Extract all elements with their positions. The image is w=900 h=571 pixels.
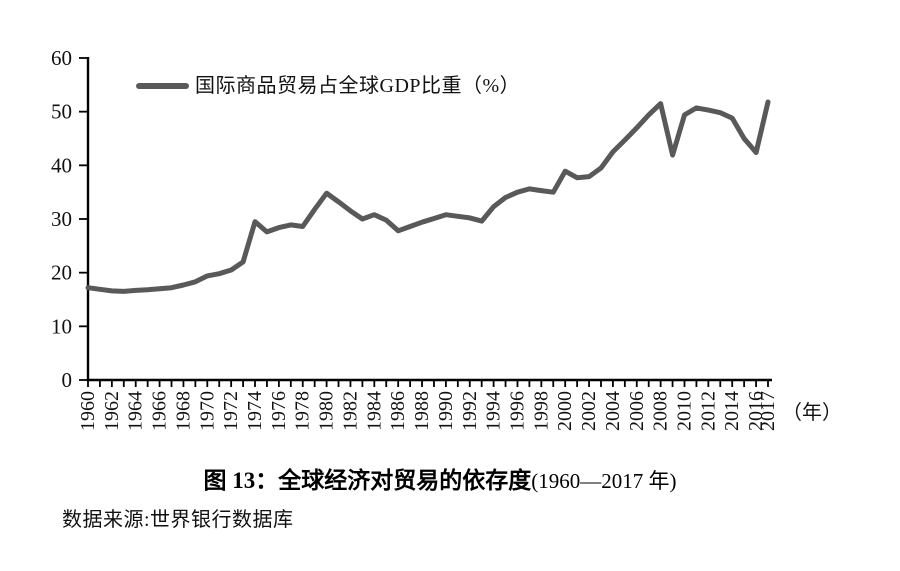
- legend-label: 国际商品贸易占全球GDP比重（%）: [195, 75, 521, 97]
- x-tick-label: 1974: [244, 391, 266, 431]
- y-tick-label: 50: [51, 100, 72, 124]
- y-tick-label: 10: [51, 314, 72, 338]
- x-tick-label: 1978: [292, 391, 314, 431]
- x-tick-label: 1992: [459, 391, 481, 431]
- series-layer: [85, 99, 771, 294]
- x-tick-label: 2012: [697, 391, 719, 431]
- figure-caption-title: 图 13：全球经济对贸易的依存度: [203, 468, 532, 493]
- x-tick-label: 1962: [101, 391, 123, 431]
- x-tick-label: 1998: [530, 391, 552, 431]
- x-tick-label: 1988: [411, 391, 433, 431]
- x-tick-label: 2002: [578, 391, 600, 431]
- x-tick-label: 2014: [721, 391, 743, 431]
- x-tick-label: 1968: [172, 391, 194, 431]
- y-tick-label: 20: [51, 261, 72, 285]
- data-source-note: 数据来源:世界银行数据库: [62, 509, 294, 531]
- x-tick-label: 1996: [506, 391, 528, 431]
- figure-caption-range: (1960—2017 年): [531, 469, 677, 493]
- x-tick-label: 2016: [745, 391, 767, 431]
- x-tick-label: 1994: [483, 391, 505, 431]
- x-tick-label: 2017: [757, 391, 779, 431]
- axis-lines: [86, 57, 772, 382]
- x-tick-label: 1982: [339, 391, 361, 431]
- x-tick-label: 1970: [196, 391, 218, 431]
- x-tick-label: 1976: [268, 391, 290, 431]
- y-tick-label: 0: [62, 368, 73, 392]
- y-tick-label: 60: [51, 46, 72, 70]
- y-tick-label: 40: [51, 153, 72, 177]
- y-tick-label: 30: [51, 207, 72, 231]
- x-tick-label: 1966: [149, 391, 171, 431]
- x-tick-label: 1980: [316, 391, 338, 431]
- trade-share-line: [85, 99, 771, 294]
- x-tick-label: 2010: [673, 391, 695, 431]
- x-tick-label: 2006: [626, 391, 648, 431]
- x-axis-unit-label: （年）: [782, 401, 842, 424]
- x-tick-label: 1984: [363, 391, 385, 431]
- x-tick-label: 1986: [387, 391, 409, 431]
- figure-caption: 图 13：全球经济对贸易的依存度(1960—2017 年): [0, 461, 880, 495]
- legend: 国际商品贸易占全球GDP比重（%）: [136, 75, 520, 97]
- x-tick-label: 1972: [220, 391, 242, 431]
- x-tick-label: 1960: [77, 391, 99, 431]
- x-tick-label: 1990: [435, 391, 457, 431]
- x-tick-label: 2004: [602, 391, 624, 431]
- x-tick-label: 2008: [650, 391, 672, 431]
- x-tick-label: 1964: [125, 391, 147, 431]
- x-tick-label: 2000: [554, 391, 576, 431]
- legend-line-swatch: [136, 83, 189, 89]
